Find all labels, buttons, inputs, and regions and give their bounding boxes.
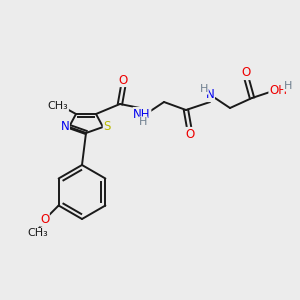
Text: CH₃: CH₃ [27,229,48,238]
Text: H: H [139,117,147,127]
Text: H: H [200,84,208,94]
Text: N: N [61,121,69,134]
Text: N: N [206,88,214,101]
Text: NH: NH [133,107,151,121]
Text: O: O [40,213,49,226]
Text: OH: OH [269,83,287,97]
Text: O: O [242,67,250,80]
Text: CH₃: CH₃ [48,101,68,111]
Text: H: H [284,81,292,91]
Text: O: O [185,128,195,140]
Text: O: O [118,74,127,86]
Text: S: S [103,121,111,134]
